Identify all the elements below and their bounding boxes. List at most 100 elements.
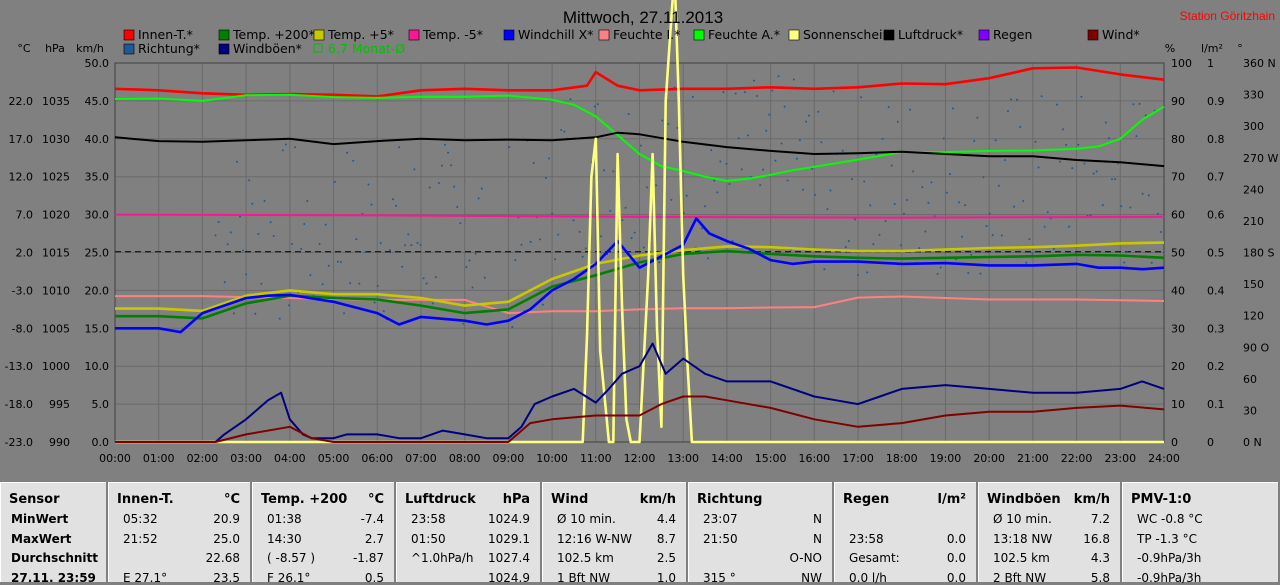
direction-point xyxy=(294,146,297,149)
legend-swatch xyxy=(218,29,230,41)
direction-point xyxy=(639,144,642,147)
direction-point xyxy=(278,317,281,320)
direction-point xyxy=(795,157,798,160)
panel-cell-left: 27.11. 23:59 xyxy=(11,570,96,585)
direction-point xyxy=(508,146,511,149)
temp-tick-label: -8.0 xyxy=(12,322,33,335)
hpa-tick-label: 990 xyxy=(49,436,70,449)
direction-point xyxy=(284,143,287,146)
direction-point xyxy=(725,162,728,165)
temp-tick-label: 12.0 xyxy=(9,171,34,184)
direction-point xyxy=(884,220,887,223)
time-tick-label: 01:00 xyxy=(143,452,175,465)
temp-tick-label: -3.0 xyxy=(12,284,33,297)
legend: Innen-T.* Temp. +200* Temp. +5* Temp. -5* Wi… xyxy=(123,27,1140,56)
unit-right-label: ° xyxy=(1237,42,1243,55)
legend-label: Windchill X* xyxy=(518,27,593,42)
direction-point xyxy=(1071,167,1074,170)
direction-point xyxy=(734,92,737,95)
time-tick-label: 09:00 xyxy=(493,452,525,465)
time-tick-label: 10:00 xyxy=(536,452,568,465)
panel-cell-left: 102.5 km xyxy=(557,551,614,565)
direction-point xyxy=(538,238,541,241)
direction-point xyxy=(309,274,312,277)
panel-cell-right: 1027.4 xyxy=(488,551,530,565)
direction-point xyxy=(321,283,324,286)
kmh-tick-label: 5.0 xyxy=(92,398,110,411)
direction-point xyxy=(921,186,924,189)
panel-cell-right: 23.5 xyxy=(213,570,240,585)
direction-point xyxy=(1034,140,1037,143)
direction-point xyxy=(691,95,694,98)
direction-point xyxy=(443,143,446,146)
direction-point xyxy=(909,108,912,111)
series-windchill-x xyxy=(115,217,1165,334)
panel-cell-left: MaxWert xyxy=(11,531,72,546)
direction-point xyxy=(404,244,407,247)
legend-label: Feuchte A.* xyxy=(708,27,780,42)
direction-point xyxy=(468,259,471,262)
legend-swatch xyxy=(313,29,325,41)
direction-point xyxy=(1037,166,1040,169)
panel-cell-right: 4.3 xyxy=(1090,551,1110,565)
panel-cell-left: Gesamt: xyxy=(849,551,900,565)
weather-chart: 50.045.040.035.030.025.020.015.010.05.00… xyxy=(5,0,1278,465)
direction-point xyxy=(1104,121,1107,124)
direction-point xyxy=(410,244,413,247)
direction-point xyxy=(829,189,832,192)
time-tick-label: 06:00 xyxy=(361,452,393,465)
direction-point xyxy=(1110,178,1113,181)
direction-point xyxy=(1019,125,1022,128)
direction-point xyxy=(994,139,997,142)
direction-point xyxy=(710,149,713,152)
direction-point xyxy=(1022,199,1025,202)
direction-point xyxy=(339,260,342,263)
panel-unit: hPa xyxy=(502,492,530,507)
panel-cell-right: 2.7 xyxy=(364,531,384,546)
unit-right-label: % xyxy=(1165,42,1175,55)
panel-cell-left: 1 Bft NW xyxy=(557,570,611,585)
direction-point xyxy=(899,244,902,247)
time-tick-label: 05:00 xyxy=(318,452,350,465)
panel-cell-right: 1024.9 xyxy=(488,512,530,526)
direction-point xyxy=(541,303,544,306)
direction-point xyxy=(716,191,719,194)
direction-point xyxy=(569,98,572,101)
time-tick-label: 21:00 xyxy=(1017,452,1049,465)
panel-cell-left: Durchschnitt xyxy=(11,551,99,565)
direction-point xyxy=(713,179,716,182)
direction-point xyxy=(817,110,820,113)
legend-label: 6.7 Monat-Ø xyxy=(328,41,405,56)
pct-tick-label: 60 xyxy=(1171,209,1185,222)
time-tick-label: 24:00 xyxy=(1148,452,1180,465)
direction-point xyxy=(645,186,648,189)
direction-point xyxy=(453,185,456,188)
time-tick-label: 23:00 xyxy=(1104,452,1136,465)
panel-header: Wind xyxy=(551,492,589,507)
time-tick-label: 03:00 xyxy=(230,452,262,465)
direction-point xyxy=(863,180,866,183)
direction-point xyxy=(242,249,245,252)
deg-tick-label: 30 xyxy=(1243,404,1257,417)
kmh-tick-label: 40.0 xyxy=(85,133,110,146)
panel-unit: km/h xyxy=(639,492,676,507)
direction-point xyxy=(379,241,382,244)
direction-point xyxy=(514,259,517,262)
panel-cell-left: 13:18 NW xyxy=(993,531,1053,546)
legend-label: Innen-T.* xyxy=(138,27,193,42)
direction-point xyxy=(554,258,557,261)
deg-tick-label: 360 N xyxy=(1243,57,1276,70)
panel-cell-right: 16.8 xyxy=(1083,531,1110,546)
direction-point xyxy=(352,159,355,162)
pct-tick-label: 10 xyxy=(1171,398,1185,411)
direction-point xyxy=(1159,231,1162,234)
direction-point xyxy=(753,79,756,82)
panel-header: Regen xyxy=(843,492,890,507)
direction-point xyxy=(979,272,982,275)
direction-point xyxy=(462,322,465,325)
direction-point xyxy=(930,181,933,184)
direction-point xyxy=(257,232,260,235)
direction-point xyxy=(226,243,229,246)
panel-cell-left: WC -0.8 °C xyxy=(1137,512,1203,526)
direction-point xyxy=(593,105,596,108)
